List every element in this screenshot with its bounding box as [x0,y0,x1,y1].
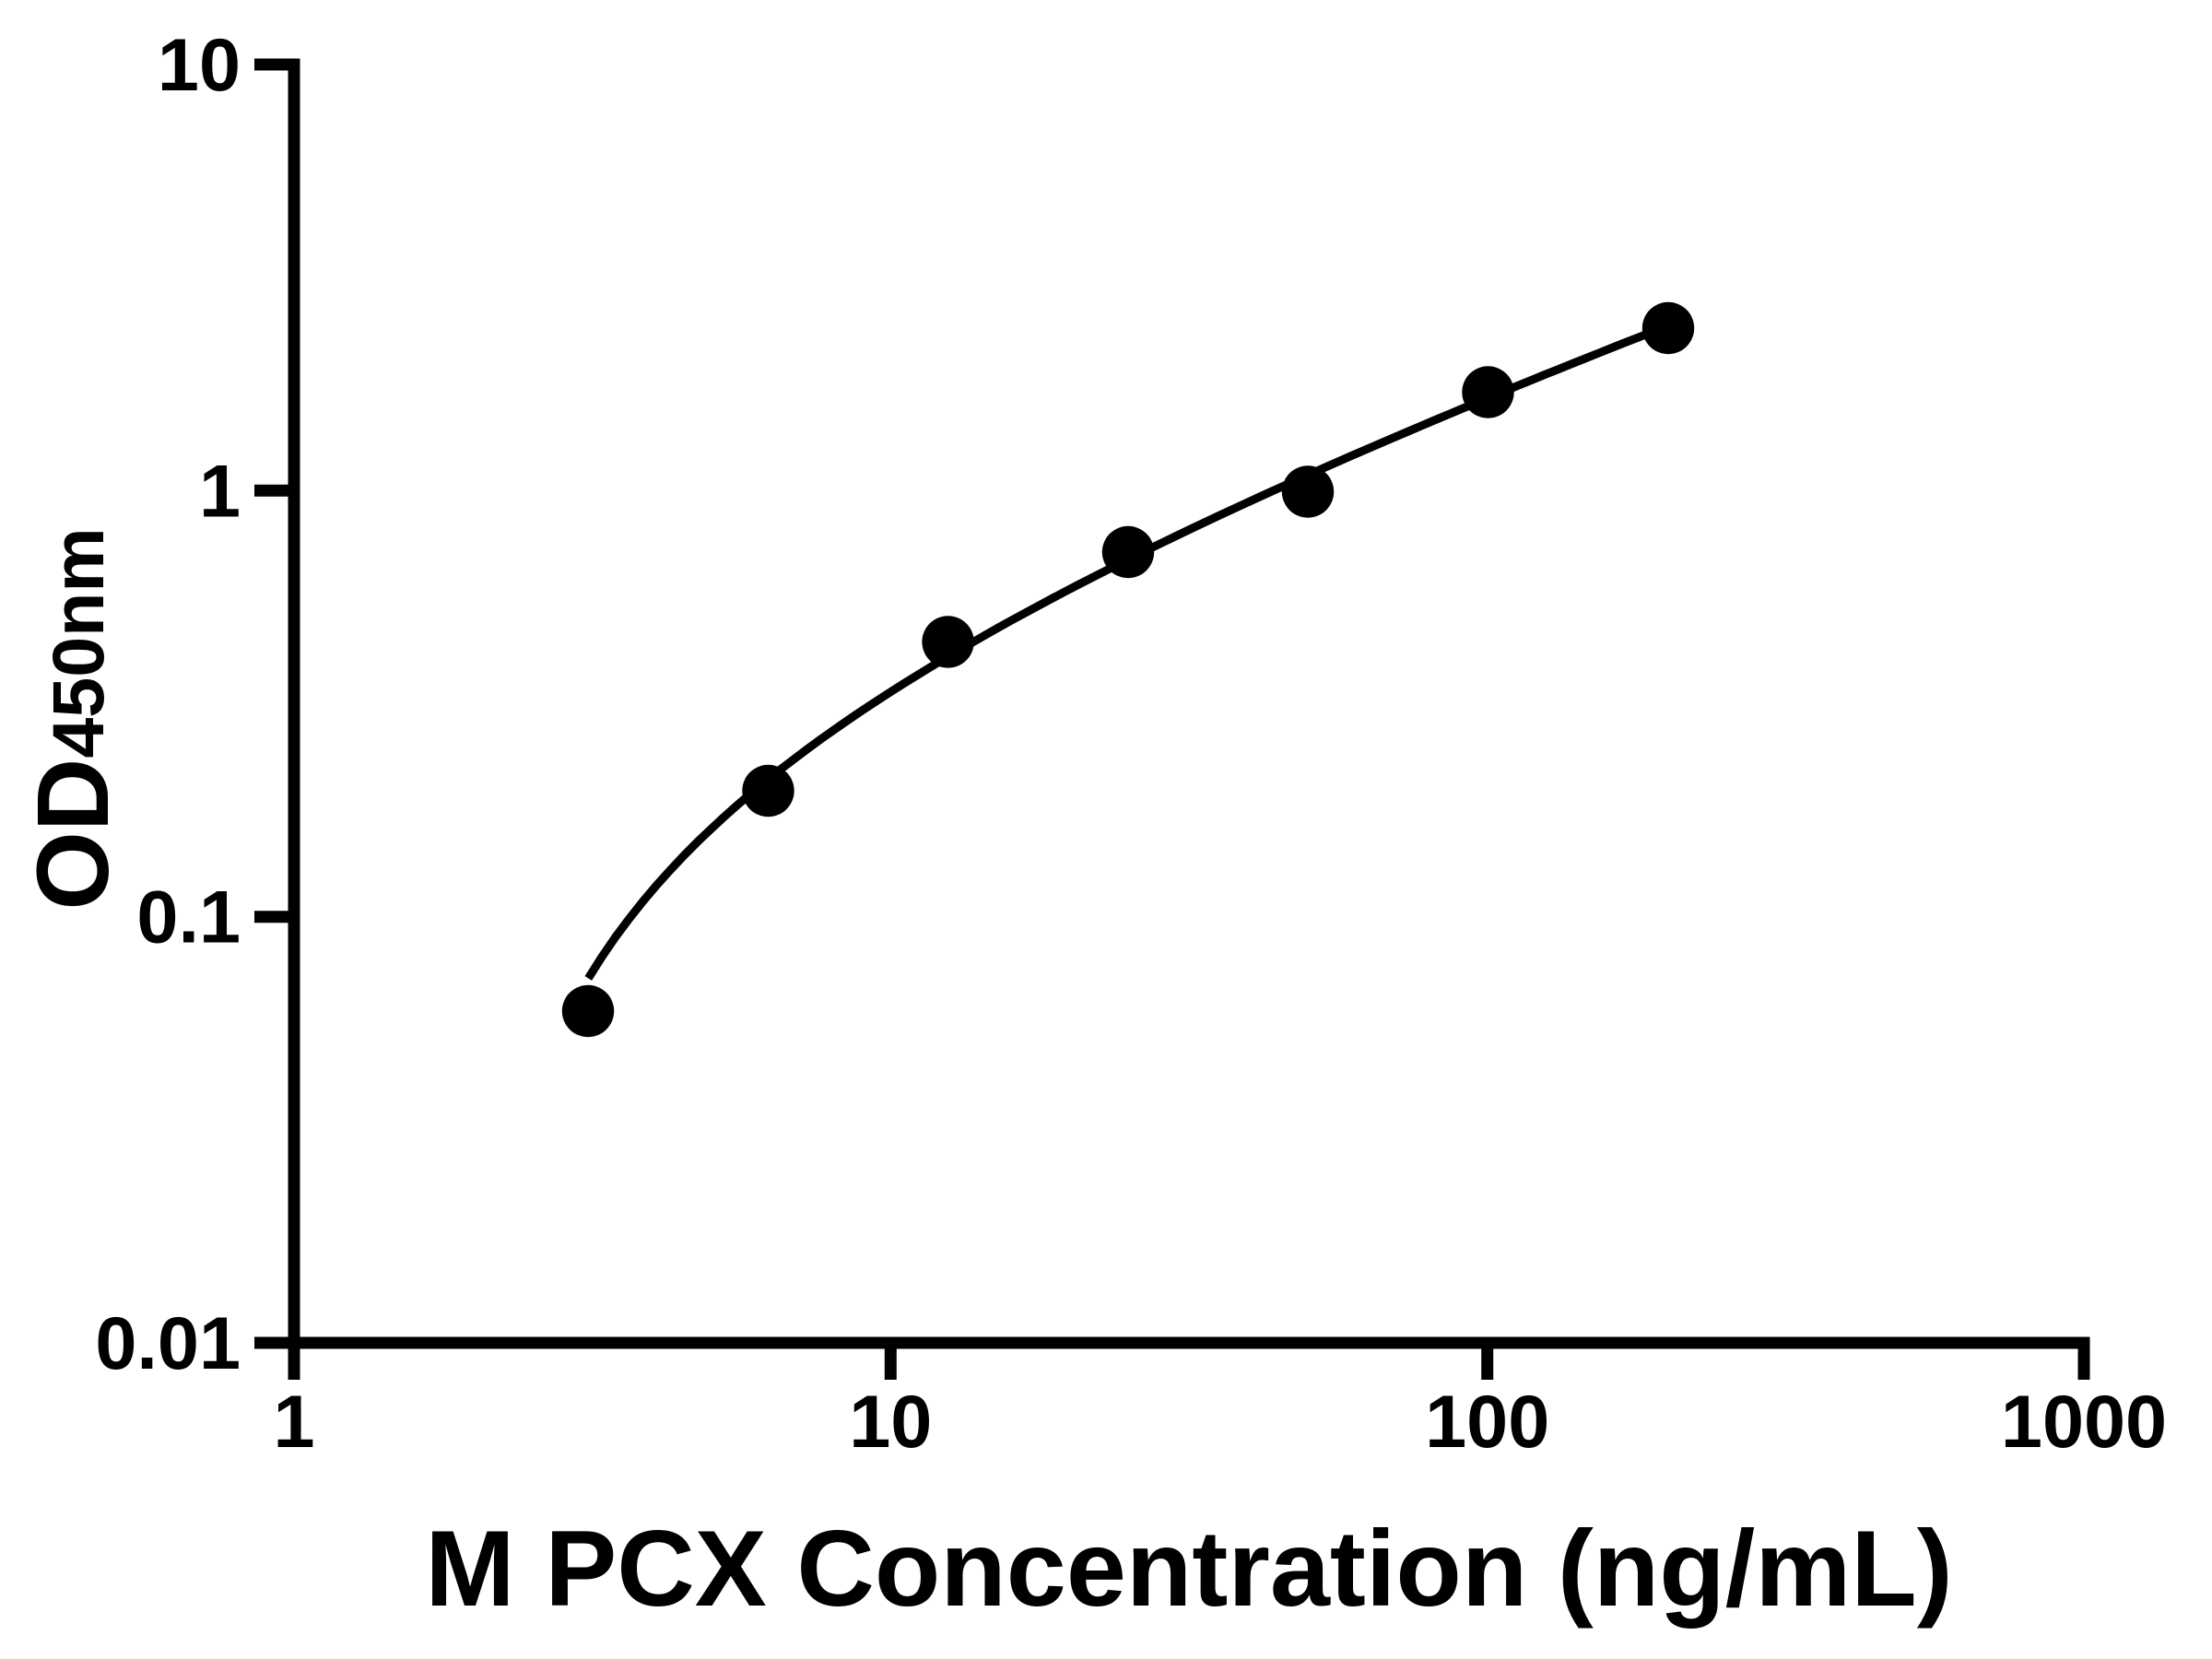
svg-text:0.1: 0.1 [136,877,241,959]
svg-text:1: 1 [199,450,241,533]
svg-text:10: 10 [849,1381,932,1464]
svg-text:1000: 1000 [2001,1381,2167,1464]
svg-text:100: 100 [1425,1381,1549,1464]
svg-text:0.01: 0.01 [95,1302,241,1385]
svg-text:M PCX Concentration (ng/mL): M PCX Concentration (ng/mL) [425,1508,1952,1629]
svg-text:1: 1 [273,1381,314,1464]
svg-text:10: 10 [158,24,241,107]
